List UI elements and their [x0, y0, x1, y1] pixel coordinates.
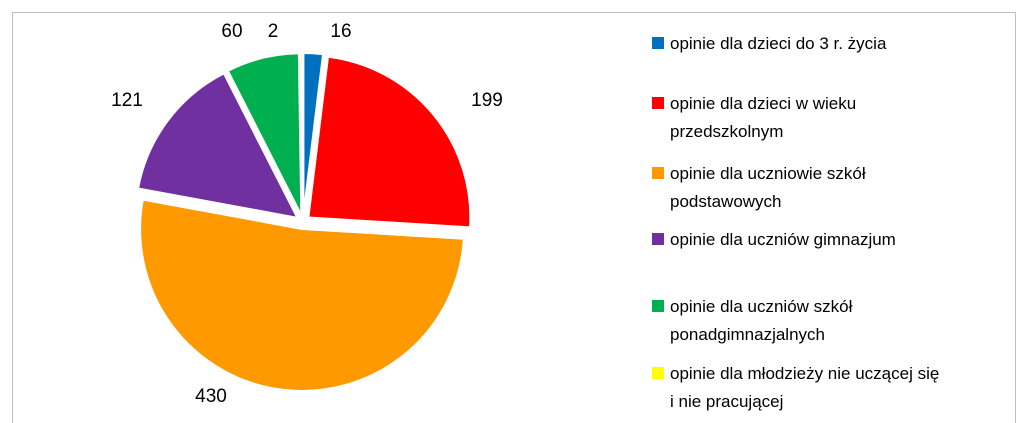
- legend-label: opinie dla uczniów szkół ponadgimnazjaln…: [670, 297, 853, 344]
- pie-slice: [299, 52, 304, 216]
- legend-swatch: [652, 233, 664, 245]
- pie-slice: [136, 72, 300, 220]
- legend-label: opinie dla młodzieży nie uczącej się i n…: [670, 364, 940, 411]
- legend-swatch: [652, 37, 664, 49]
- data-label: 60: [221, 21, 242, 42]
- pie-slice: [226, 52, 303, 216]
- data-label: 121: [111, 90, 143, 111]
- data-label: 430: [195, 386, 227, 407]
- chart-border: [12, 12, 1016, 423]
- pie-slice: [307, 55, 472, 229]
- legend-label: opinie dla uczniowie szkół podstawowych: [670, 164, 866, 211]
- data-label: 199: [471, 90, 503, 111]
- legend-swatch: [652, 97, 664, 109]
- legend-label: opinie dla uczniów gimnazjum: [670, 230, 896, 249]
- data-label: 16: [330, 21, 351, 42]
- legend-swatch: [652, 367, 664, 379]
- data-label: 2: [268, 21, 279, 42]
- legend-label: opinie dla dzieci w wieku przedszkolnym: [670, 94, 857, 141]
- legend-label: opinie dla dzieci do 3 r. życia: [670, 34, 887, 53]
- pie-slice: [139, 198, 465, 392]
- legend-swatch: [652, 167, 664, 179]
- legend-swatch: [652, 300, 664, 312]
